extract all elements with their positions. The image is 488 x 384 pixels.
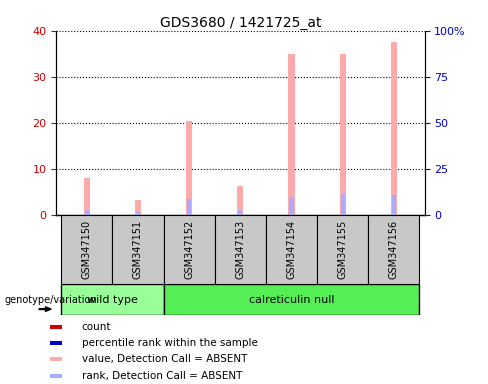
Bar xyxy=(391,42,397,215)
Text: value, Detection Call = ABSENT: value, Detection Call = ABSENT xyxy=(81,354,247,364)
Text: calreticulin null: calreticulin null xyxy=(249,295,334,305)
Bar xyxy=(340,54,346,215)
Bar xyxy=(61,284,163,315)
Bar xyxy=(215,215,266,284)
Bar xyxy=(50,357,62,361)
Text: genotype/variation: genotype/variation xyxy=(5,295,98,305)
Text: percentile rank within the sample: percentile rank within the sample xyxy=(81,338,258,348)
Text: GSM347150: GSM347150 xyxy=(82,220,92,279)
Title: GDS3680 / 1421725_at: GDS3680 / 1421725_at xyxy=(160,16,321,30)
Text: GSM347152: GSM347152 xyxy=(184,220,194,279)
Bar xyxy=(289,197,294,215)
Bar xyxy=(266,215,317,284)
Bar xyxy=(112,215,163,284)
Bar xyxy=(392,195,396,215)
Bar xyxy=(50,374,62,378)
Bar xyxy=(50,341,62,345)
Bar xyxy=(238,210,243,215)
Bar xyxy=(61,215,112,284)
Bar xyxy=(288,54,295,215)
Text: count: count xyxy=(81,322,111,332)
Bar xyxy=(317,215,368,284)
Text: rank, Detection Call = ABSENT: rank, Detection Call = ABSENT xyxy=(81,371,242,381)
Text: wild type: wild type xyxy=(87,295,138,305)
Text: GSM347153: GSM347153 xyxy=(235,220,245,279)
Bar xyxy=(84,178,90,215)
Bar xyxy=(163,284,420,315)
Bar xyxy=(136,212,140,215)
Text: GSM347156: GSM347156 xyxy=(389,220,399,279)
Text: GSM347155: GSM347155 xyxy=(338,220,347,279)
Bar xyxy=(135,200,141,215)
Text: GSM347154: GSM347154 xyxy=(286,220,297,279)
Bar xyxy=(187,199,191,215)
Bar xyxy=(163,215,215,284)
Bar xyxy=(368,215,420,284)
Bar xyxy=(186,121,192,215)
Bar xyxy=(237,187,244,215)
Bar xyxy=(341,194,345,215)
Text: GSM347151: GSM347151 xyxy=(133,220,143,279)
Bar xyxy=(50,325,62,329)
Bar xyxy=(85,210,89,215)
